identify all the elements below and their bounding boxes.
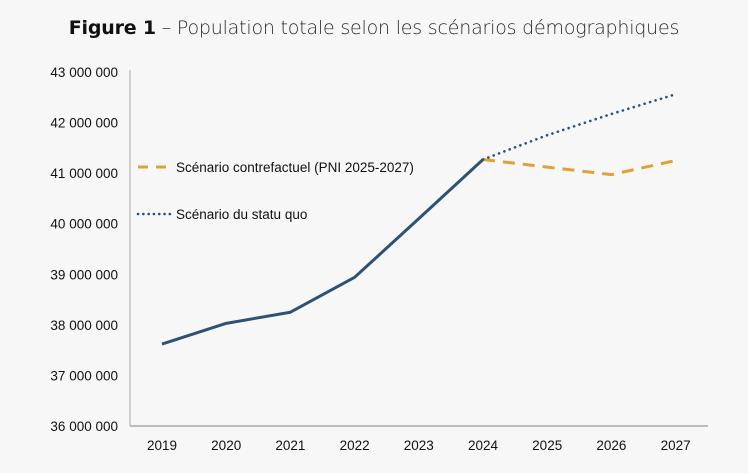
axes <box>129 70 708 427</box>
x-tick-label: 2024 <box>468 438 499 453</box>
x-tick-label: 2027 <box>661 438 691 453</box>
figure-number: Figure 1 <box>68 17 156 39</box>
y-tick-label: 38 000 000 <box>50 318 118 333</box>
x-tick-label: 2021 <box>275 438 305 453</box>
y-tick-label: 39 000 000 <box>50 267 118 282</box>
legend-item: Scénario contrefactuel (PNI 2025-2027) <box>138 160 414 175</box>
series-line-dashed <box>482 157 676 177</box>
y-tick-label: 37 000 000 <box>50 368 118 383</box>
x-tick-label: 2026 <box>596 438 626 453</box>
legend-label: Scénario du statu quo <box>176 207 307 222</box>
legend-label: Scénario contrefactuel (PNI 2025-2027) <box>176 160 414 175</box>
x-tick-label: 2022 <box>340 438 370 453</box>
y-tick-label: 36 000 000 <box>50 419 118 434</box>
y-tick-label: 40 000 000 <box>50 217 118 232</box>
x-axis-ticks: 2019 2020 2021 2022 2023 2024 2025 2026 2027 <box>147 438 691 453</box>
y-axis-ticks: 36 000 000 37 000 000 38 000 000 39 000 000… <box>50 65 118 434</box>
series-line-solid <box>161 158 485 346</box>
y-tick-label: 41 000 000 <box>50 166 118 181</box>
x-tick-label: 2025 <box>532 438 562 453</box>
x-tick-label: 2019 <box>147 438 177 453</box>
legend-item: Scénario du statu quo <box>136 207 307 222</box>
title-text: Population totale selon les scénarios dé… <box>176 17 680 39</box>
legend: Scénario contrefactuel (PNI 2025-2027) Sc… <box>136 160 414 222</box>
series-line-dotted <box>481 92 677 161</box>
x-tick-label: 2020 <box>211 438 241 453</box>
title-separator: – <box>155 17 177 39</box>
y-tick-label: 42 000 000 <box>50 116 118 131</box>
series-lines <box>161 92 677 346</box>
chart-title: Figure 1 – Population totale selon les s… <box>0 17 748 39</box>
x-tick-label: 2023 <box>404 438 434 453</box>
y-tick-label: 43 000 000 <box>50 65 118 80</box>
